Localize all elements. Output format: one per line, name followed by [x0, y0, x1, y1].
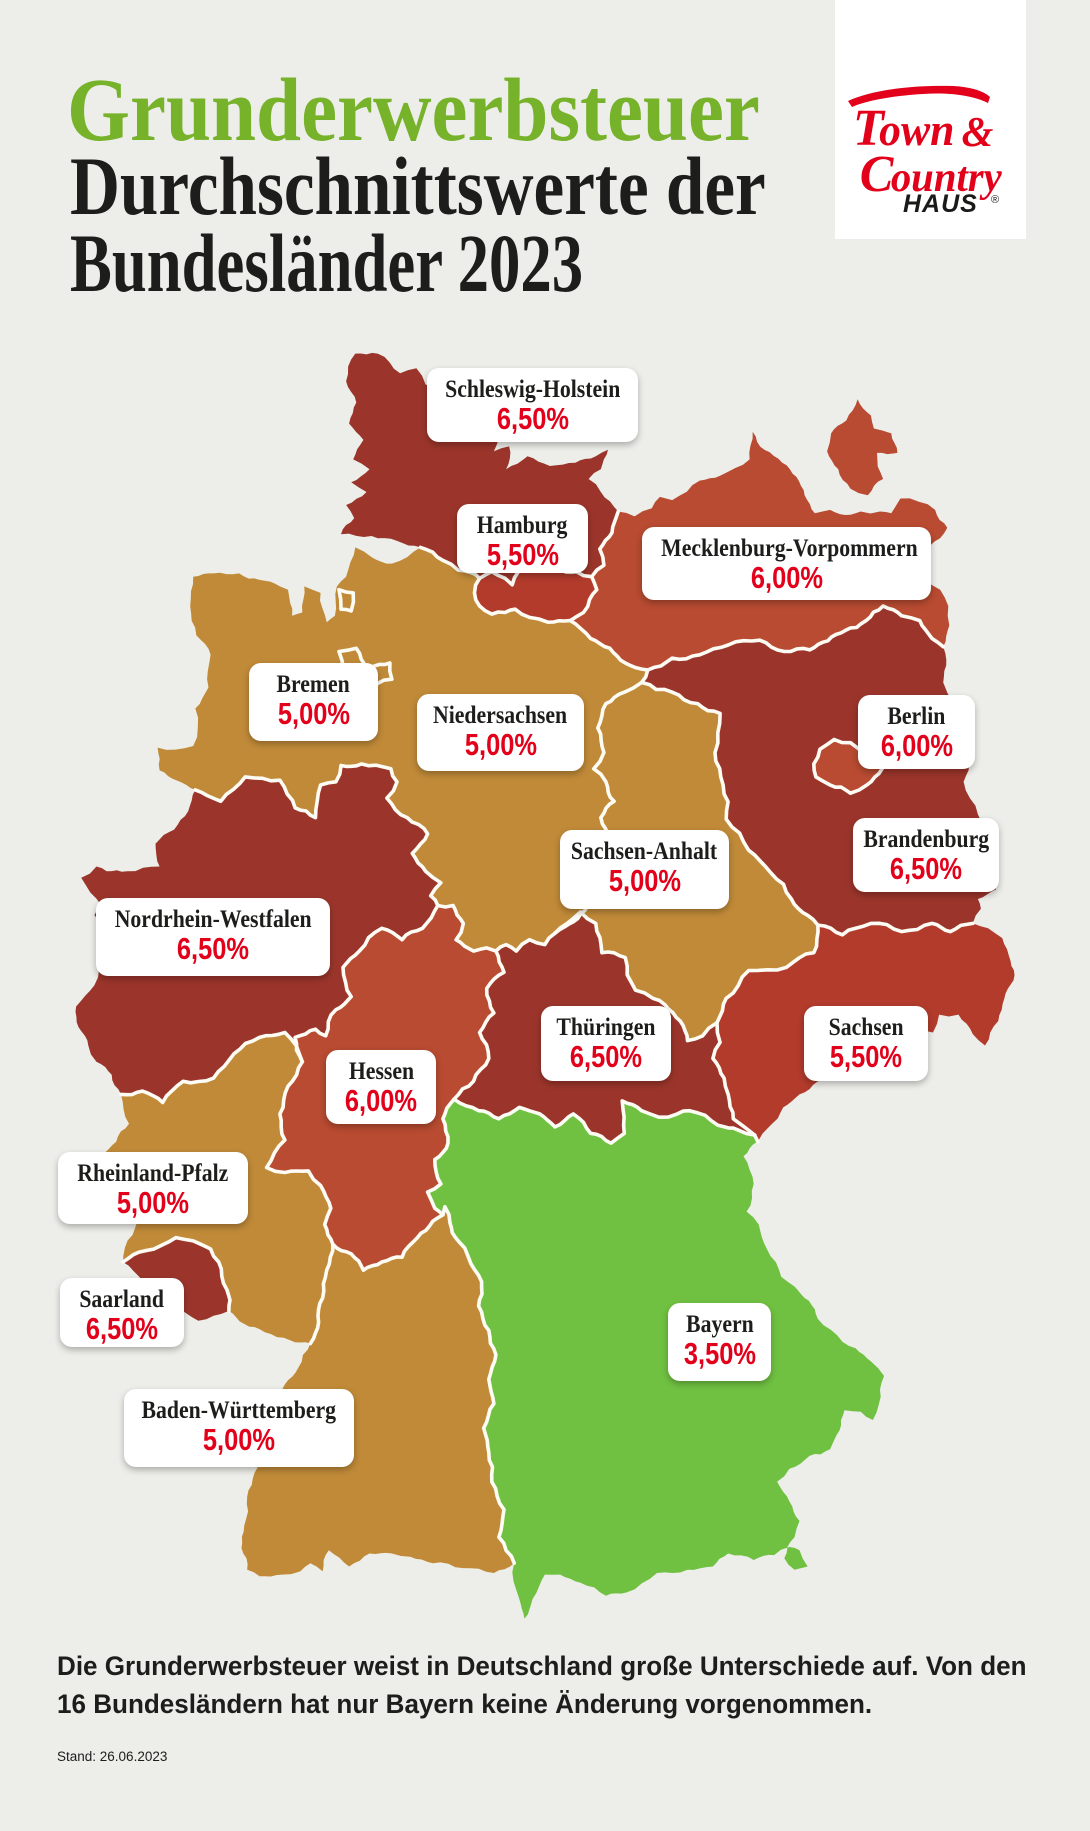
svg-text:®: ®: [991, 194, 999, 206]
svg-text:C: C: [860, 145, 894, 203]
svg-text:HAUS: HAUS: [903, 190, 978, 218]
svg-text:ountry: ountry: [891, 153, 1003, 200]
svg-text:own: own: [879, 104, 954, 155]
svg-text:T: T: [853, 99, 885, 157]
svg-text:&: &: [962, 108, 994, 155]
